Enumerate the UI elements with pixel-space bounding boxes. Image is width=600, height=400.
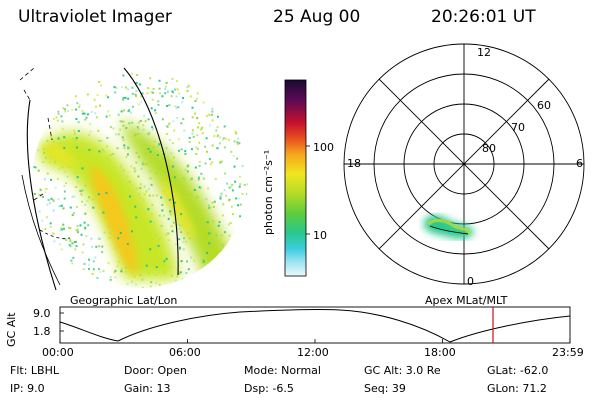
mlt-label-12: 12: [477, 46, 491, 59]
lat-label-70: 70: [511, 121, 525, 134]
date-label: 25 Aug 00: [273, 7, 361, 27]
lat-label-60: 60: [537, 99, 551, 112]
time-label: 20:26:01 UT: [431, 7, 536, 27]
color-scale-bar: [284, 79, 310, 277]
apex-panel-title: Apex MLat/MLT: [425, 294, 508, 307]
seq-info: Seq: 39: [364, 382, 406, 395]
xtick-0600: 06:00: [169, 346, 201, 359]
filter-info: Flt: LBHL: [10, 364, 59, 377]
lat-label-80: 80: [482, 142, 496, 155]
colorbar-tick-100: 100: [313, 141, 334, 154]
instrument-title: Ultraviolet Imager: [18, 7, 172, 27]
gc-alt-info: GC Alt: 3.0 Re: [364, 364, 441, 377]
mlt-label-6: 6: [576, 157, 583, 170]
altitude-curve: [59, 309, 571, 343]
geographic-panel-title: Geographic Lat/Lon: [70, 294, 178, 307]
glon-info: GLon: 71.2: [487, 382, 547, 395]
door-info: Door: Open: [124, 364, 187, 377]
altitude-ytick-9: 9.0: [33, 307, 51, 320]
mode-info: Mode: Normal: [244, 364, 321, 377]
gain-info: Gain: 13: [124, 382, 171, 395]
dsp-info: Dsp: -6.5: [244, 382, 294, 395]
colorbar-tick-10: 10: [313, 229, 327, 242]
mlt-label-18: 18: [347, 157, 361, 170]
xtick-2359: 23:59: [552, 346, 584, 359]
mlt-label-0: 0: [467, 275, 474, 288]
xtick-0000: 00:00: [42, 346, 74, 359]
xtick-1200: 12:00: [297, 346, 329, 359]
glat-info: GLat: -62.0: [487, 364, 549, 377]
altitude-ytick-1-8: 1.8: [33, 325, 51, 338]
xtick-1800: 18:00: [424, 346, 456, 359]
altitude-ylabel: GC Alt: [5, 312, 18, 347]
ip-info: IP: 9.0: [10, 382, 45, 395]
